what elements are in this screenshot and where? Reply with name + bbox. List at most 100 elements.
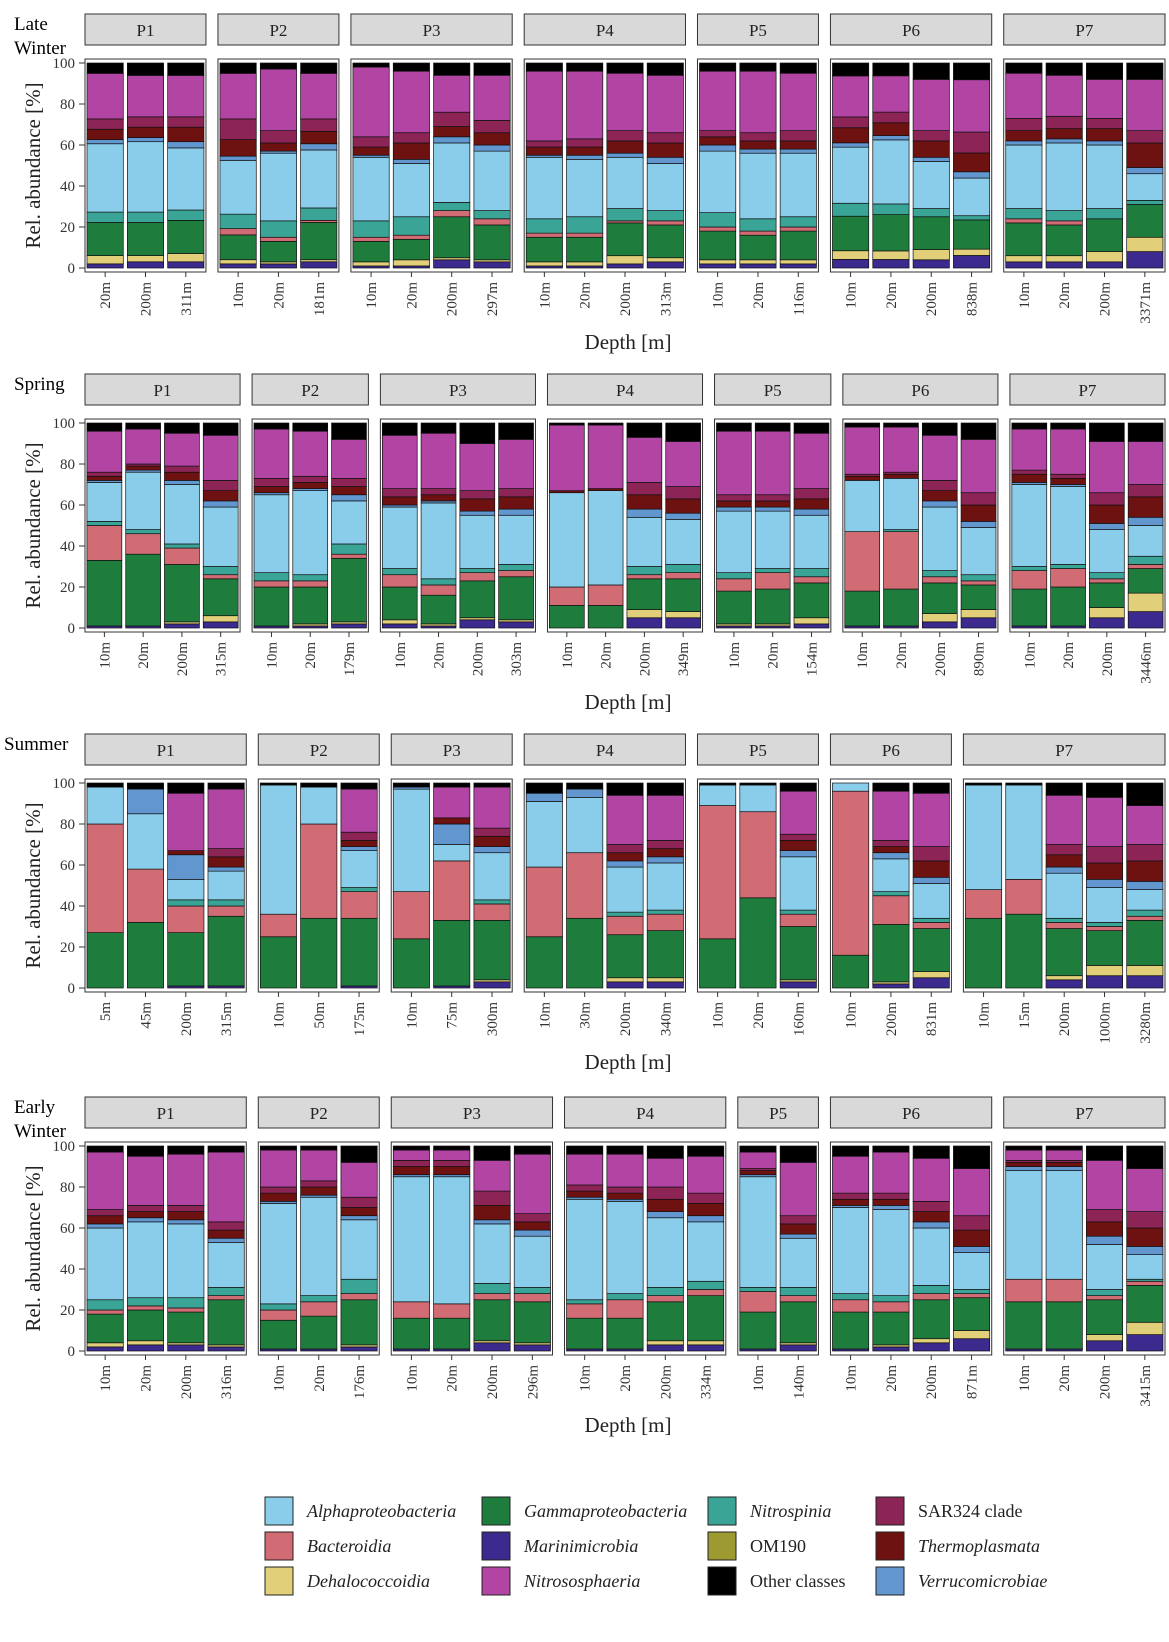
- bar-segment-alpha: [754, 510, 791, 569]
- bar-segment-nitroso: [646, 794, 684, 841]
- bar-segment-nitroso: [921, 434, 958, 481]
- bar-segment-gamma: [86, 559, 123, 627]
- bar-segment-bact: [793, 576, 830, 584]
- bar-segment-alpha: [716, 510, 752, 573]
- bar-segment-nitroso: [498, 439, 534, 489]
- bar-segment-nitrosp: [779, 1287, 817, 1296]
- bar-segment-nitrosp: [960, 574, 997, 582]
- bar-segment-alpha: [1086, 887, 1124, 923]
- bar-segment-other: [259, 782, 297, 786]
- bar-segment-alpha: [1126, 889, 1164, 911]
- bar-segment-thermo: [202, 490, 239, 502]
- x-tick-label: 116m: [791, 282, 807, 316]
- bar-segment-nitrosp: [872, 1295, 910, 1303]
- bar-segment-bact: [1005, 878, 1043, 915]
- bar-segment-nitroso: [473, 786, 511, 829]
- bar-segment-marin: [912, 977, 950, 989]
- bar-segment-gamma: [125, 553, 161, 627]
- bar-segment-marin: [832, 259, 870, 269]
- bar-segment-sar324: [566, 138, 604, 148]
- bar-segment-sar324: [793, 488, 830, 500]
- bar-segment-alpha: [779, 856, 817, 911]
- station-strip: [390, 1096, 554, 1129]
- bar-segment-other: [739, 62, 777, 72]
- bar-segment-deh: [525, 261, 563, 267]
- bar-segment-bact: [1045, 220, 1083, 226]
- x-tick-label: 10m: [537, 1002, 553, 1029]
- bar-segment-other: [164, 422, 200, 434]
- x-axis-label: Depth [m]: [585, 330, 672, 354]
- bar-segment-verru: [872, 852, 910, 860]
- season-title-line: Spring: [14, 374, 65, 395]
- bar-segment-verru: [832, 142, 870, 148]
- bar-segment-bact: [420, 584, 457, 596]
- bar-segment-nitroso: [1126, 79, 1164, 132]
- bar-segment-nitrosp: [259, 220, 297, 238]
- bar-segment-nitroso: [1126, 1168, 1164, 1212]
- bar-segment-bact: [739, 230, 777, 236]
- bar-segment-deh: [1086, 965, 1124, 977]
- bar-segment-sar324: [126, 116, 164, 128]
- bar-segment-sar324: [754, 494, 791, 502]
- bar-segment-alpha: [912, 1227, 950, 1286]
- x-tick-label: 10m: [404, 1365, 420, 1392]
- bar-segment-gamma: [912, 216, 950, 250]
- bar-segment-thermo: [219, 139, 257, 157]
- bar-segment-deh: [1086, 251, 1124, 263]
- bar-segment-thermo: [513, 1221, 551, 1231]
- bar-segment-sar324: [665, 486, 701, 500]
- bar-segment-alpha: [126, 1221, 164, 1299]
- bar-segment-nitroso: [300, 1149, 338, 1182]
- bar-segment-sar324: [525, 140, 563, 148]
- station-label: P5: [764, 381, 782, 400]
- bar-segment-other: [1127, 422, 1164, 442]
- bar-segment-bact: [566, 232, 604, 238]
- y-tick-label: 40: [60, 179, 75, 195]
- station-strip: [1003, 1096, 1166, 1129]
- bar-segment-sar324: [392, 132, 430, 144]
- station-strip: [379, 373, 536, 406]
- bar-segment-other: [525, 782, 563, 794]
- bar-segment-other: [352, 62, 390, 68]
- bar-segment-nitroso: [1045, 1149, 1083, 1161]
- bar-segment-verru: [1086, 1235, 1124, 1245]
- bar-segment-gamma: [912, 928, 950, 972]
- bar-segment-gamma: [164, 564, 200, 623]
- bar-segment-marin: [473, 261, 511, 269]
- bar-segment-verru: [392, 159, 430, 164]
- bar-segment-verru: [566, 154, 604, 160]
- bar-segment-gamma: [687, 1295, 725, 1342]
- bar-segment-sar324: [207, 1221, 245, 1231]
- bar-segment-thermo: [912, 140, 950, 158]
- bar-segment-gamma: [779, 230, 817, 261]
- y-tick-label: 60: [60, 1221, 75, 1237]
- bar-segment-sar324: [606, 1186, 644, 1194]
- bar-segment-bact: [300, 823, 338, 919]
- season-title-line: Late: [14, 14, 48, 35]
- bar-segment-other: [953, 62, 991, 81]
- x-tick-label: 200m: [485, 1365, 501, 1400]
- bar-segment-sar324: [1011, 469, 1048, 475]
- x-tick-label: 297m: [485, 282, 501, 317]
- y-tick-label: 20: [60, 1303, 75, 1319]
- bar-segment-alpha: [340, 1219, 378, 1280]
- bar-segment-gamma: [207, 915, 245, 987]
- station-label: P7: [1075, 1104, 1093, 1123]
- x-tick-label: 10m: [1017, 1365, 1033, 1392]
- season-title: Summer: [4, 734, 69, 755]
- bar-segment-bact: [1045, 1278, 1083, 1303]
- bar-segment-gamma: [433, 1317, 471, 1350]
- bar-segment-thermo: [167, 850, 205, 856]
- bar-segment-nitroso: [687, 1155, 725, 1194]
- bar-segment-deh: [665, 611, 701, 619]
- station-strip: [84, 373, 241, 406]
- legend-item: Bacteroidia: [264, 1531, 391, 1561]
- x-tick-label: 10m: [727, 642, 743, 669]
- bar-segment-other: [1126, 1145, 1164, 1169]
- bar-segment-marin: [513, 1344, 551, 1352]
- bar-segment-marin: [912, 259, 950, 269]
- station-strip: [842, 373, 999, 406]
- bar-segment-sar324: [164, 465, 200, 473]
- bar-segment-bact: [1045, 922, 1083, 929]
- bar-segment-thermo: [292, 482, 329, 489]
